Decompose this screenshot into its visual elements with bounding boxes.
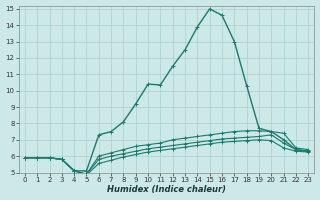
X-axis label: Humidex (Indice chaleur): Humidex (Indice chaleur) [107, 185, 226, 194]
